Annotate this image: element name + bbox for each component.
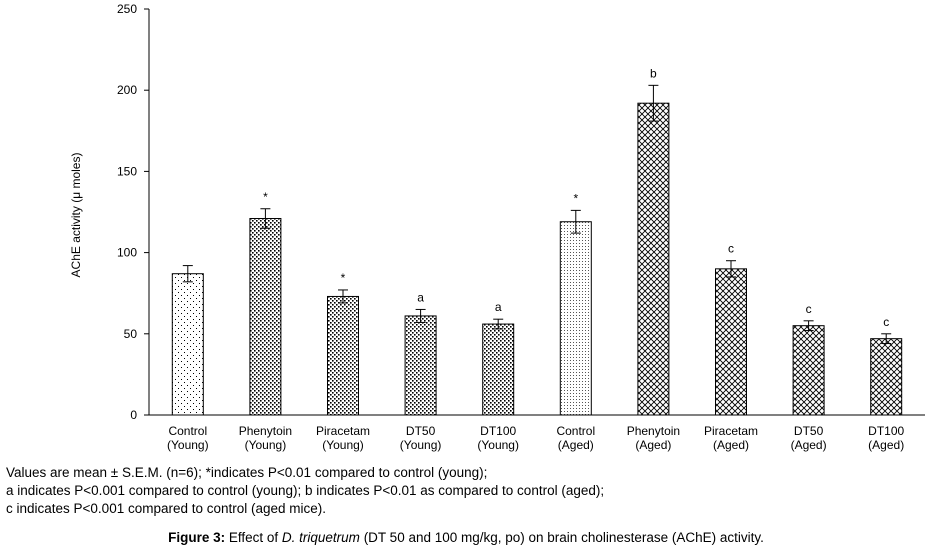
significance-label: * bbox=[263, 190, 268, 204]
x-tick-label: Phenytoin (Young) bbox=[239, 424, 292, 452]
y-tick-label: 250 bbox=[117, 2, 137, 16]
x-tick-label-line: Control bbox=[168, 424, 207, 438]
x-tick-label-line: Piracetam bbox=[704, 424, 758, 438]
x-tick-label-line: (Young) bbox=[477, 438, 519, 452]
significance-label: * bbox=[573, 191, 578, 205]
bar bbox=[249, 217, 282, 416]
y-tick-label: 0 bbox=[130, 408, 137, 422]
caption-species: D. triquetrum bbox=[281, 530, 360, 545]
x-tick-label-line: (Aged) bbox=[635, 438, 671, 452]
caption-text-after: (DT 50 and 100 mg/kg, po) on brain choli… bbox=[359, 530, 764, 545]
x-tick-label: Control (Aged) bbox=[556, 424, 595, 452]
significance-label: c bbox=[806, 302, 812, 316]
x-tick-label-line: Piracetam bbox=[316, 424, 370, 438]
x-tick-label: DT50 (Aged) bbox=[791, 424, 827, 452]
note-line: a indicates P<0.001 compared to control … bbox=[6, 483, 605, 498]
x-tick-label-line: Phenytoin bbox=[239, 424, 292, 438]
chart-bars bbox=[171, 84, 903, 416]
x-tick-label-line: (Young) bbox=[167, 438, 209, 452]
bar bbox=[404, 315, 437, 416]
x-tick-label-line: DT100 bbox=[480, 424, 516, 438]
significance-label: * bbox=[341, 271, 346, 285]
note-line: c indicates P<0.001 compared to control … bbox=[6, 501, 327, 516]
figure-notes: Values are mean ± S.E.M. (n=6); *indicat… bbox=[6, 464, 604, 518]
x-tick-label-line: (Young) bbox=[400, 438, 442, 452]
significance-label: c bbox=[728, 242, 734, 256]
x-tick-label-line: (Aged) bbox=[868, 438, 904, 452]
bar bbox=[637, 102, 670, 416]
caption-text-before: Effect of bbox=[225, 530, 282, 545]
note-line: Values are mean ± S.E.M. (n=6); *indicat… bbox=[6, 465, 488, 480]
x-tick-label-line: DT100 bbox=[868, 424, 904, 438]
x-tick-label: DT100 (Young) bbox=[477, 424, 519, 452]
x-tick-label-line: Control bbox=[556, 424, 595, 438]
x-tick-label: Control (Young) bbox=[167, 424, 209, 452]
y-tick-label: 150 bbox=[117, 164, 137, 178]
bar bbox=[559, 221, 592, 416]
significance-label: a bbox=[495, 300, 502, 314]
figure-caption: Figure 3: Effect of D. triquetrum (DT 50… bbox=[0, 530, 932, 545]
bar bbox=[715, 268, 747, 416]
significance-label: b bbox=[650, 66, 657, 80]
bar bbox=[171, 273, 204, 416]
y-tick-label: 100 bbox=[117, 246, 137, 260]
bar bbox=[482, 323, 515, 416]
bar bbox=[792, 325, 825, 416]
x-tick-label-line: (Aged) bbox=[558, 438, 594, 452]
significance-label: a bbox=[417, 290, 424, 304]
x-tick-label-line: (Young) bbox=[245, 438, 287, 452]
x-tick-label-line: (Aged) bbox=[791, 438, 827, 452]
y-tick-label: 50 bbox=[124, 327, 138, 341]
bar bbox=[327, 295, 359, 416]
x-tick-label-line: (Aged) bbox=[713, 438, 749, 452]
x-tick-label: Piracetam (Aged) bbox=[704, 424, 758, 452]
x-tick-label: Phenytoin (Aged) bbox=[627, 424, 680, 452]
y-axis-label: AChE activity (μ moles) bbox=[69, 153, 83, 278]
x-tick-label: DT100 (Aged) bbox=[868, 424, 904, 452]
x-tick-label: Piracetam (Young) bbox=[316, 424, 370, 452]
significance-label: c bbox=[883, 315, 889, 329]
x-tick-label: DT50 (Young) bbox=[400, 424, 442, 452]
x-tick-label-line: Phenytoin bbox=[627, 424, 680, 438]
x-tick-label-line: DT50 bbox=[406, 424, 436, 438]
x-tick-label-line: DT50 bbox=[794, 424, 824, 438]
caption-label: Figure 3: bbox=[168, 530, 226, 545]
bar bbox=[870, 338, 903, 416]
y-tick-label: 200 bbox=[117, 83, 137, 97]
x-tick-label-line: (Young) bbox=[322, 438, 364, 452]
